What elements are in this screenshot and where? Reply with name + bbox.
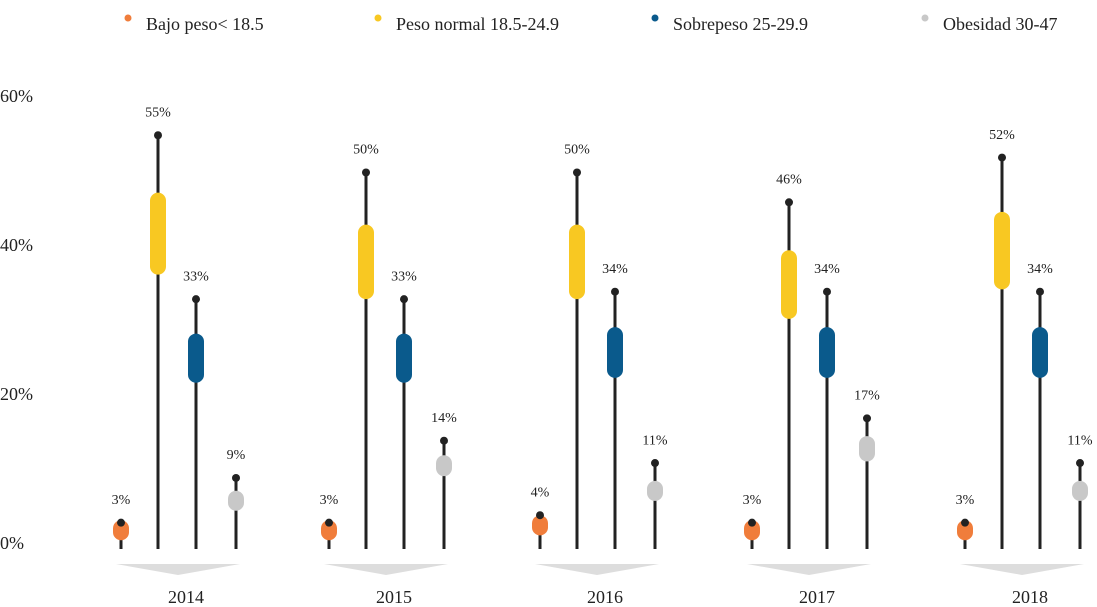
category-chevron <box>747 564 871 575</box>
bar-pill <box>819 327 835 378</box>
value-label: 11% <box>642 433 667 448</box>
point <box>611 287 619 296</box>
category-chevron <box>324 564 448 575</box>
value-label: 9% <box>227 448 246 463</box>
x-tick-label: 2015 <box>376 587 412 607</box>
point <box>823 287 831 296</box>
bar-pill <box>436 455 452 477</box>
category-chevron <box>116 564 240 575</box>
value-label: 34% <box>814 262 840 277</box>
bar-pill <box>532 515 548 536</box>
legend-label: Peso normal 18.5-24.9 <box>396 14 559 34</box>
value-label: 3% <box>320 493 339 508</box>
value-label: 17% <box>854 389 880 404</box>
x-tick-label: 2018 <box>1012 587 1048 607</box>
value-label: 11% <box>1067 433 1092 448</box>
value-label: 55% <box>145 105 171 120</box>
value-label: 52% <box>989 128 1015 143</box>
legend-label: Sobrepeso 25-29.9 <box>673 14 808 34</box>
bar-pill <box>781 250 797 319</box>
value-label: 14% <box>431 411 457 426</box>
point <box>192 295 200 304</box>
point <box>117 518 125 527</box>
value-label: 3% <box>743 493 762 508</box>
legend-label: Obesidad 30-47 <box>943 14 1057 34</box>
point <box>785 198 793 207</box>
point <box>362 168 370 177</box>
value-label: 33% <box>391 269 417 284</box>
y-tick-label: 20% <box>0 384 33 404</box>
value-label: 34% <box>602 262 628 277</box>
value-label: 33% <box>183 269 209 284</box>
point <box>748 518 756 527</box>
point <box>325 518 333 527</box>
point <box>400 295 408 304</box>
bar-pill <box>1032 327 1048 378</box>
bar-pill <box>859 436 875 462</box>
value-label: 4% <box>531 485 550 500</box>
bar-pill <box>228 490 244 511</box>
x-tick-label: 2017 <box>799 587 835 607</box>
y-tick-label: 60% <box>0 86 33 106</box>
point <box>651 459 659 468</box>
point <box>232 473 240 482</box>
point <box>536 511 544 520</box>
point <box>1076 459 1084 468</box>
y-tick-label: 0% <box>0 533 24 553</box>
value-label: 3% <box>956 493 975 508</box>
point <box>440 436 448 445</box>
point <box>961 518 969 527</box>
value-label: 50% <box>564 143 590 158</box>
value-label: 34% <box>1027 262 1053 277</box>
bar-pill <box>1072 480 1088 501</box>
category-chevron <box>960 564 1084 575</box>
point <box>573 168 581 177</box>
category-chevron <box>535 564 659 575</box>
bar-pill <box>321 520 337 541</box>
point <box>998 153 1006 162</box>
bar-pill <box>188 333 204 383</box>
x-tick-label: 2016 <box>587 587 623 607</box>
bar-pill <box>647 480 663 501</box>
point <box>1036 287 1044 296</box>
point <box>154 131 162 140</box>
value-label: 50% <box>353 143 379 158</box>
bar-pill <box>150 192 166 275</box>
bar-pill <box>607 327 623 378</box>
point <box>863 414 871 423</box>
y-tick-label: 40% <box>0 235 33 255</box>
bar-pill <box>396 333 412 383</box>
bar-pill <box>113 520 129 541</box>
bar-pill <box>957 520 973 541</box>
bar-pill <box>569 224 585 300</box>
legend-marker <box>651 14 659 22</box>
value-label: 46% <box>776 173 802 188</box>
legend-label: Bajo peso< 18.5 <box>146 14 264 34</box>
value-label: 3% <box>112 493 131 508</box>
bar-pill <box>994 211 1010 290</box>
bar-pill <box>744 520 760 541</box>
bar-pill <box>358 224 374 300</box>
legend-marker <box>374 14 382 22</box>
legend-marker <box>124 14 132 22</box>
legend-marker <box>921 14 929 22</box>
x-tick-label: 2014 <box>168 587 204 607</box>
